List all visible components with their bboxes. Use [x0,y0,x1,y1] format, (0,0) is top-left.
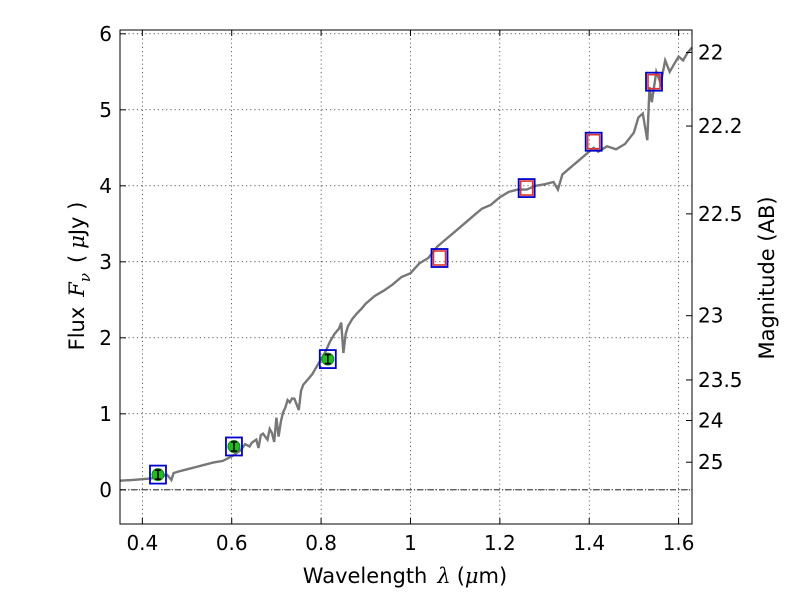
mag-tick-label: 22.5 [698,202,743,226]
mag-tick-label: 23.5 [698,368,743,392]
mag-tick-label: 22 [698,40,723,64]
y-tick-label: 0 [99,478,112,502]
x-tick-label: 1.2 [484,531,516,555]
upper-point-marker [519,180,534,196]
mag-tick-label: 22.2 [698,114,743,138]
model-point-marker [584,131,603,152]
model-point-marker [149,464,167,485]
y-tick-label: 4 [99,174,112,198]
upper-point-marker [432,250,447,266]
x-tick-label: 1.6 [663,531,695,555]
y2-axis-label: Magnitude (AB) [755,196,779,359]
x-tick-label: 0.8 [305,531,337,555]
y-tick-label: 3 [99,250,112,274]
grid [120,30,692,524]
y-tick-label: 2 [99,326,112,350]
model-point-marker [225,436,243,457]
y-axis-label: FluxFν(μJy ) [65,202,94,351]
y-tick-label: 6 [99,22,112,46]
x-tick-label: 0.6 [216,531,248,555]
data-markers [149,71,663,485]
model-point-marker [645,71,663,92]
x-tick-label: 1 [404,531,417,555]
x-tick-label: 1.4 [573,531,605,555]
ticks: 0.4 0.6 0.8 1 1.2 1.4 1.601234562222.222.52323… [99,22,742,555]
y-tick-label: 5 [99,98,112,122]
model-point-marker [517,178,536,198]
x-tick-label: 0.4 [126,531,158,555]
model-point-marker [318,349,337,369]
upper-point-marker [647,73,661,90]
mag-tick-label: 25 [698,450,723,474]
mag-tick-label: 24 [698,408,723,432]
upper-point-marker [586,133,601,150]
plot-frame [119,29,693,525]
mag-tick-label: 23 [698,304,723,328]
spectrum-line [119,46,693,483]
x-axis-label: Wavelength λ (μm) [303,564,507,588]
model-point-marker [430,248,449,268]
y-tick-label: 1 [99,402,112,426]
